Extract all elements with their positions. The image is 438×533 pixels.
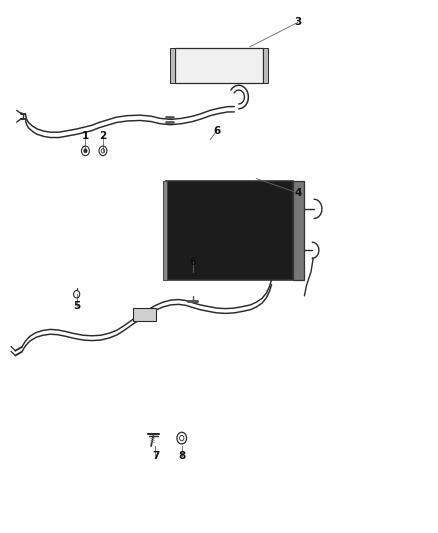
Bar: [263, 48, 268, 83]
Text: 3: 3: [294, 18, 301, 27]
Text: 6: 6: [213, 126, 220, 135]
Text: 4: 4: [294, 188, 301, 198]
Text: 8: 8: [178, 451, 185, 461]
Bar: [163, 181, 167, 280]
Text: 5: 5: [73, 302, 80, 311]
Bar: [175, 48, 263, 83]
Bar: [170, 48, 175, 83]
Text: 2: 2: [99, 131, 106, 141]
Bar: [166, 181, 293, 280]
Text: 1: 1: [82, 131, 89, 141]
Bar: [133, 308, 156, 321]
Circle shape: [84, 149, 87, 152]
Text: 7: 7: [152, 451, 159, 461]
Text: 6: 6: [189, 257, 196, 267]
Bar: [293, 181, 304, 280]
